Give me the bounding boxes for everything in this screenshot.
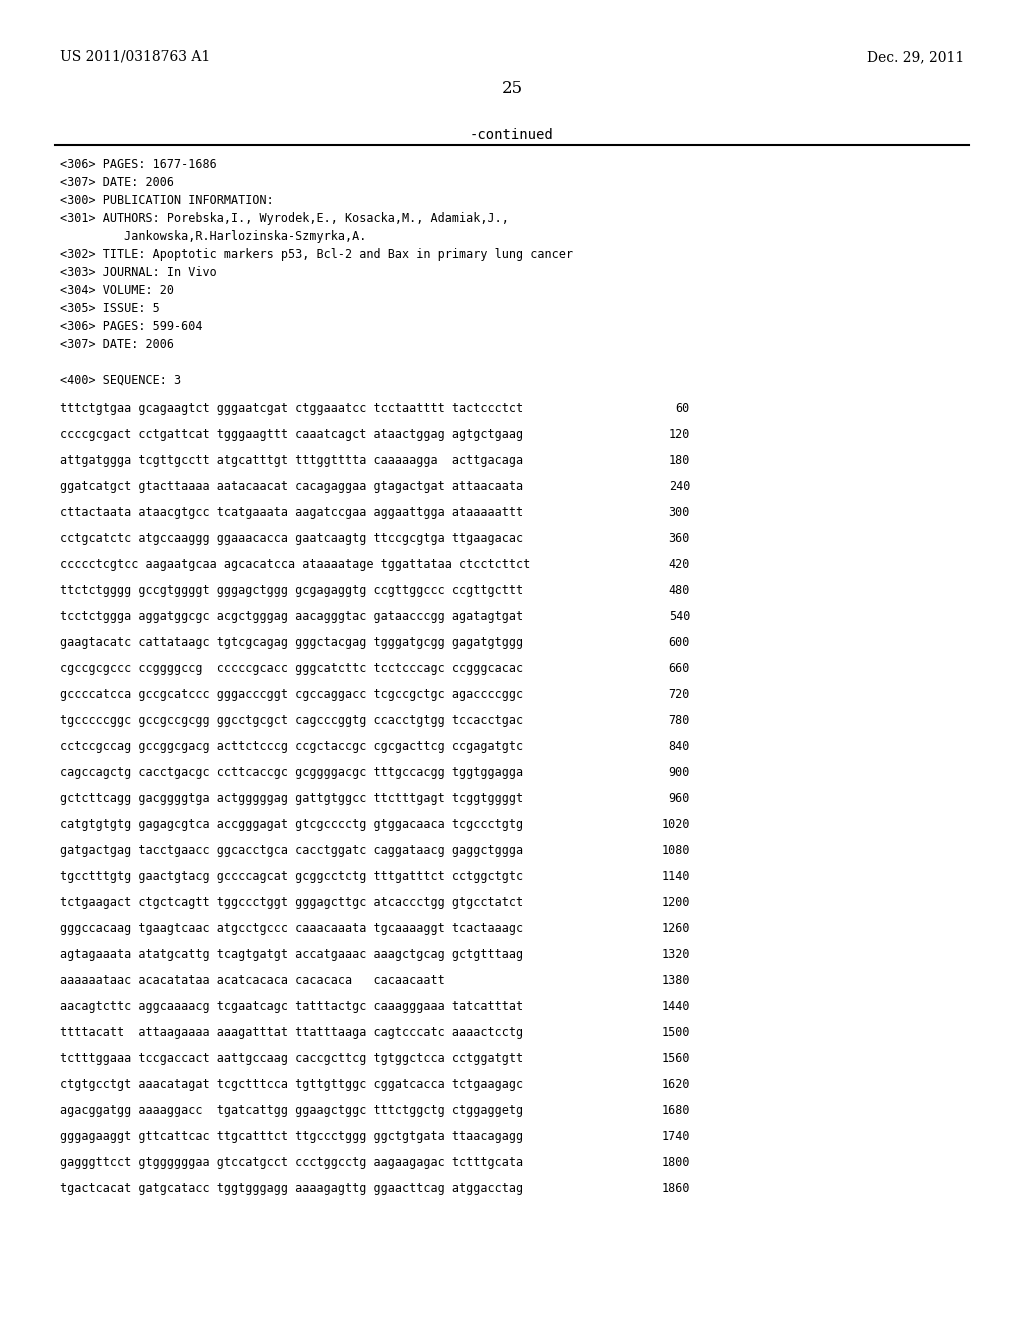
Text: 25: 25 bbox=[502, 81, 522, 96]
Text: <302> TITLE: Apoptotic markers p53, Bcl-2 and Bax in primary lung cancer: <302> TITLE: Apoptotic markers p53, Bcl-… bbox=[60, 248, 573, 261]
Text: US 2011/0318763 A1: US 2011/0318763 A1 bbox=[60, 50, 210, 63]
Text: <307> DATE: 2006: <307> DATE: 2006 bbox=[60, 338, 174, 351]
Text: tctttggaaa tccgaccact aattgccaag caccgcttcg tgtggctcca cctggatgtt: tctttggaaa tccgaccact aattgccaag caccgct… bbox=[60, 1052, 523, 1065]
Text: ccccctcgtcc aagaatgcaa agcacatcca ataaaatage tggattataa ctcctcttct: ccccctcgtcc aagaatgcaa agcacatcca ataaaa… bbox=[60, 558, 530, 572]
Text: 960: 960 bbox=[669, 792, 690, 805]
Text: agacggatgg aaaaggacc  tgatcattgg ggaagctggc tttctggctg ctggaggetg: agacggatgg aaaaggacc tgatcattgg ggaagctg… bbox=[60, 1104, 523, 1117]
Text: ccccgcgact cctgattcat tgggaagttt caaatcagct ataactggag agtgctgaag: ccccgcgact cctgattcat tgggaagttt caaatca… bbox=[60, 428, 523, 441]
Text: gccccatcca gccgcatccc gggacccggt cgccaggacc tcgccgctgc agaccccggc: gccccatcca gccgcatccc gggacccggt cgccagg… bbox=[60, 688, 523, 701]
Text: 900: 900 bbox=[669, 766, 690, 779]
Text: 1080: 1080 bbox=[662, 843, 690, 857]
Text: ggatcatgct gtacttaaaa aatacaacat cacagaggaa gtagactgat attaacaata: ggatcatgct gtacttaaaa aatacaacat cacagag… bbox=[60, 480, 523, 492]
Text: cttactaata ataacgtgcc tcatgaaata aagatccgaa aggaattgga ataaaaattt: cttactaata ataacgtgcc tcatgaaata aagatcc… bbox=[60, 506, 523, 519]
Text: 600: 600 bbox=[669, 636, 690, 649]
Text: 1320: 1320 bbox=[662, 948, 690, 961]
Text: <306> PAGES: 1677-1686: <306> PAGES: 1677-1686 bbox=[60, 158, 217, 172]
Text: <300> PUBLICATION INFORMATION:: <300> PUBLICATION INFORMATION: bbox=[60, 194, 273, 207]
Text: 1560: 1560 bbox=[662, 1052, 690, 1065]
Text: <307> DATE: 2006: <307> DATE: 2006 bbox=[60, 176, 174, 189]
Text: 60: 60 bbox=[676, 403, 690, 414]
Text: gggagaaggt gttcattcac ttgcatttct ttgccctggg ggctgtgata ttaacagagg: gggagaaggt gttcattcac ttgcatttct ttgccct… bbox=[60, 1130, 523, 1143]
Text: aaaaaataac acacatataa acatcacaca cacacaca   cacaacaatt: aaaaaataac acacatataa acatcacaca cacacac… bbox=[60, 974, 444, 987]
Text: 1380: 1380 bbox=[662, 974, 690, 987]
Text: 840: 840 bbox=[669, 741, 690, 752]
Text: 360: 360 bbox=[669, 532, 690, 545]
Text: aacagtcttc aggcaaaacg tcgaatcagc tatttactgc caaagggaaa tatcatttat: aacagtcttc aggcaaaacg tcgaatcagc tatttac… bbox=[60, 1001, 523, 1012]
Text: gggccacaag tgaagtcaac atgcctgccc caaacaaata tgcaaaaggt tcactaaagc: gggccacaag tgaagtcaac atgcctgccc caaacaa… bbox=[60, 921, 523, 935]
Text: <306> PAGES: 599-604: <306> PAGES: 599-604 bbox=[60, 319, 203, 333]
Text: <400> SEQUENCE: 3: <400> SEQUENCE: 3 bbox=[60, 374, 181, 387]
Text: ctgtgcctgt aaacatagat tcgctttcca tgttgttggc cggatcacca tctgaagagc: ctgtgcctgt aaacatagat tcgctttcca tgttgtt… bbox=[60, 1078, 523, 1092]
Text: gctcttcagg gacggggtga actgggggag gattgtggcc ttctttgagt tcggtggggt: gctcttcagg gacggggtga actgggggag gattgtg… bbox=[60, 792, 523, 805]
Text: 1740: 1740 bbox=[662, 1130, 690, 1143]
Text: tctgaagact ctgctcagtt tggccctggt gggagcttgc atcaccctgg gtgcctatct: tctgaagact ctgctcagtt tggccctggt gggagct… bbox=[60, 896, 523, 909]
Text: 300: 300 bbox=[669, 506, 690, 519]
Text: <301> AUTHORS: Porebska,I., Wyrodek,E., Kosacka,M., Adamiak,J.,: <301> AUTHORS: Porebska,I., Wyrodek,E., … bbox=[60, 213, 509, 224]
Text: gaagtacatc cattataagc tgtcgcagag gggctacgag tgggatgcgg gagatgtggg: gaagtacatc cattataagc tgtcgcagag gggctac… bbox=[60, 636, 523, 649]
Text: 1620: 1620 bbox=[662, 1078, 690, 1092]
Text: cctgcatctc atgccaaggg ggaaacacca gaatcaagtg ttccgcgtga ttgaagacac: cctgcatctc atgccaaggg ggaaacacca gaatcaa… bbox=[60, 532, 523, 545]
Text: 1020: 1020 bbox=[662, 818, 690, 832]
Text: Jankowska,R.Harlozinska-Szmyrka,A.: Jankowska,R.Harlozinska-Szmyrka,A. bbox=[60, 230, 367, 243]
Text: 540: 540 bbox=[669, 610, 690, 623]
Text: tgcctttgtg gaactgtacg gccccagcat gcggcctctg tttgatttct cctggctgtc: tgcctttgtg gaactgtacg gccccagcat gcggcct… bbox=[60, 870, 523, 883]
Text: ttctctgggg gccgtggggt gggagctggg gcgagaggtg ccgttggccc ccgttgcttt: ttctctgggg gccgtggggt gggagctggg gcgagag… bbox=[60, 583, 523, 597]
Text: 1500: 1500 bbox=[662, 1026, 690, 1039]
Text: 1800: 1800 bbox=[662, 1156, 690, 1170]
Text: 1860: 1860 bbox=[662, 1181, 690, 1195]
Text: 120: 120 bbox=[669, 428, 690, 441]
Text: tttctgtgaa gcagaagtct gggaatcgat ctggaaatcc tcctaatttt tactccctct: tttctgtgaa gcagaagtct gggaatcgat ctggaaa… bbox=[60, 403, 523, 414]
Text: 1200: 1200 bbox=[662, 896, 690, 909]
Text: 480: 480 bbox=[669, 583, 690, 597]
Text: gatgactgag tacctgaacc ggcacctgca cacctggatc caggataacg gaggctggga: gatgactgag tacctgaacc ggcacctgca cacctgg… bbox=[60, 843, 523, 857]
Text: Dec. 29, 2011: Dec. 29, 2011 bbox=[866, 50, 964, 63]
Text: attgatggga tcgttgcctt atgcatttgt tttggtttta caaaaagga  acttgacaga: attgatggga tcgttgcctt atgcatttgt tttggtt… bbox=[60, 454, 523, 467]
Text: catgtgtgtg gagagcgtca accgggagat gtcgcccctg gtggacaaca tcgccctgtg: catgtgtgtg gagagcgtca accgggagat gtcgccc… bbox=[60, 818, 523, 832]
Text: 420: 420 bbox=[669, 558, 690, 572]
Text: 780: 780 bbox=[669, 714, 690, 727]
Text: gagggttcct gtggggggaa gtccatgcct ccctggcctg aagaagagac tctttgcata: gagggttcct gtggggggaa gtccatgcct ccctggc… bbox=[60, 1156, 523, 1170]
Text: 720: 720 bbox=[669, 688, 690, 701]
Text: <304> VOLUME: 20: <304> VOLUME: 20 bbox=[60, 284, 174, 297]
Text: 1140: 1140 bbox=[662, 870, 690, 883]
Text: 660: 660 bbox=[669, 663, 690, 675]
Text: 240: 240 bbox=[669, 480, 690, 492]
Text: 180: 180 bbox=[669, 454, 690, 467]
Text: tgactcacat gatgcatacc tggtgggagg aaaagagttg ggaacttcag atggacctag: tgactcacat gatgcatacc tggtgggagg aaaagag… bbox=[60, 1181, 523, 1195]
Text: cgccgcgccc ccggggccg  cccccgcacc gggcatcttc tcctcccagc ccgggcacac: cgccgcgccc ccggggccg cccccgcacc gggcatct… bbox=[60, 663, 523, 675]
Text: <303> JOURNAL: In Vivo: <303> JOURNAL: In Vivo bbox=[60, 267, 217, 279]
Text: 1260: 1260 bbox=[662, 921, 690, 935]
Text: cctccgccag gccggcgacg acttctcccg ccgctaccgc cgcgacttcg ccgagatgtc: cctccgccag gccggcgacg acttctcccg ccgctac… bbox=[60, 741, 523, 752]
Text: cagccagctg cacctgacgc ccttcaccgc gcggggacgc tttgccacgg tggtggagga: cagccagctg cacctgacgc ccttcaccgc gcgggga… bbox=[60, 766, 523, 779]
Text: <305> ISSUE: 5: <305> ISSUE: 5 bbox=[60, 302, 160, 315]
Text: 1440: 1440 bbox=[662, 1001, 690, 1012]
Text: tcctctggga aggatggcgc acgctgggag aacagggtac gataacccgg agatagtgat: tcctctggga aggatggcgc acgctgggag aacaggg… bbox=[60, 610, 523, 623]
Text: -continued: -continued bbox=[470, 128, 554, 143]
Text: ttttacatt  attaagaaaa aaagatttat ttatttaaga cagtcccatc aaaactcctg: ttttacatt attaagaaaa aaagatttat ttatttaa… bbox=[60, 1026, 523, 1039]
Text: agtagaaata atatgcattg tcagtgatgt accatgaaac aaagctgcag gctgtttaag: agtagaaata atatgcattg tcagtgatgt accatga… bbox=[60, 948, 523, 961]
Text: tgcccccggc gccgccgcgg ggcctgcgct cagcccggtg ccacctgtgg tccacctgac: tgcccccggc gccgccgcgg ggcctgcgct cagcccg… bbox=[60, 714, 523, 727]
Text: 1680: 1680 bbox=[662, 1104, 690, 1117]
